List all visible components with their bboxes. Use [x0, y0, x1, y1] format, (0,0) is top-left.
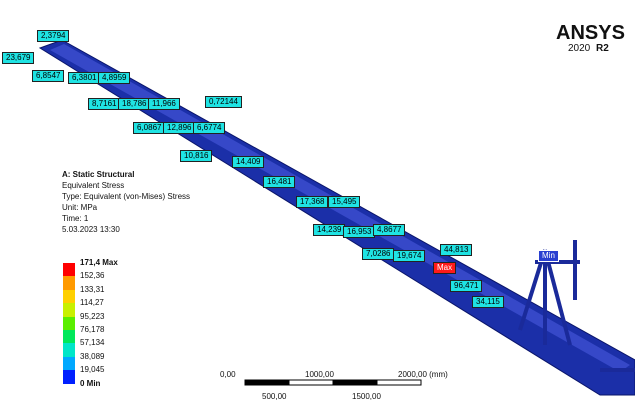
legend-swatch — [63, 343, 75, 357]
probe-label: 17,368 — [296, 196, 329, 208]
legend-label: 95,223 — [80, 311, 105, 321]
legend-label: 38,089 — [80, 351, 105, 361]
probe-label: 4,8677 — [373, 224, 406, 236]
scale-bar — [244, 379, 422, 386]
probe-label: 44,813 — [440, 244, 473, 256]
legend-label: 171,4 Max — [80, 258, 118, 267]
legend-swatch — [63, 330, 75, 344]
scale-label: 0,00 — [220, 370, 236, 379]
probe-label: 14,409 — [232, 156, 265, 168]
info-line: Time: 1 — [62, 214, 89, 223]
logo: ANSYS — [556, 22, 625, 44]
probe-label: 2,3794 — [37, 30, 70, 42]
scale-label: 2000,00 (mm) — [398, 370, 448, 379]
frame — [518, 240, 635, 372]
legend-swatch — [63, 276, 75, 290]
legend-swatch — [63, 303, 75, 317]
info-line: Equivalent Stress — [62, 181, 125, 190]
probe-label: 23,679 — [2, 52, 35, 64]
probe-label: 6,3801 — [68, 72, 101, 84]
legend-label: 19,045 — [80, 365, 105, 375]
info-title: A: Static Structural — [62, 170, 135, 179]
probe-label: 8,7161 — [88, 98, 121, 110]
probe-label: 0,72144 — [205, 96, 242, 108]
legend-label: 114,27 — [80, 298, 104, 308]
probe-label: 6,6774 — [193, 122, 226, 134]
probe-label: 6,8547 — [32, 70, 65, 82]
probe-label: 16,953 — [343, 226, 376, 238]
logo-release: R2 — [596, 43, 609, 54]
probe-label: 6,0867 — [133, 122, 166, 134]
probe-label: 18,786 — [118, 98, 151, 110]
legend-label: 133,31 — [80, 284, 105, 294]
min-marker: Min — [538, 250, 559, 262]
probe-label: 34,115 — [472, 296, 504, 308]
probe-label: 10,816 — [180, 150, 213, 162]
legend-swatch — [63, 316, 75, 330]
probe-label: 14,239 — [313, 224, 346, 236]
legend-label: 0 Min — [80, 378, 101, 388]
probe-label: 96,471 — [450, 280, 483, 292]
scale-label: 1500,00 — [352, 392, 381, 401]
legend-swatch — [63, 356, 75, 371]
probe-label: 16,481 — [263, 176, 296, 188]
legend-swatch — [63, 289, 75, 304]
scale-label: 1000,00 — [305, 370, 334, 379]
max-marker: Max — [433, 262, 457, 274]
legend-swatch — [63, 370, 75, 384]
scale-label: 500,00 — [262, 392, 287, 401]
legend-label: 152,36 — [80, 271, 105, 281]
info-line: Type: Equivalent (von-Mises) Stress — [62, 192, 191, 201]
probe-label: 7,0286 — [362, 248, 395, 260]
probe-label: 4,8959 — [98, 72, 131, 84]
logo-version: 2020 — [568, 43, 591, 54]
info-line: Unit: MPa — [62, 203, 98, 212]
probe-label: 12,896 — [163, 122, 196, 134]
probe-label: 11,966 — [148, 98, 180, 110]
legend-label: 57,134 — [80, 338, 105, 348]
probe-label: 19,674 — [393, 250, 426, 262]
probe-label: 15,495 — [328, 196, 361, 208]
legend-swatch — [63, 263, 75, 277]
info-line: 5.03.2023 13:30 — [62, 225, 120, 234]
legend-label: 76,178 — [80, 325, 105, 334]
